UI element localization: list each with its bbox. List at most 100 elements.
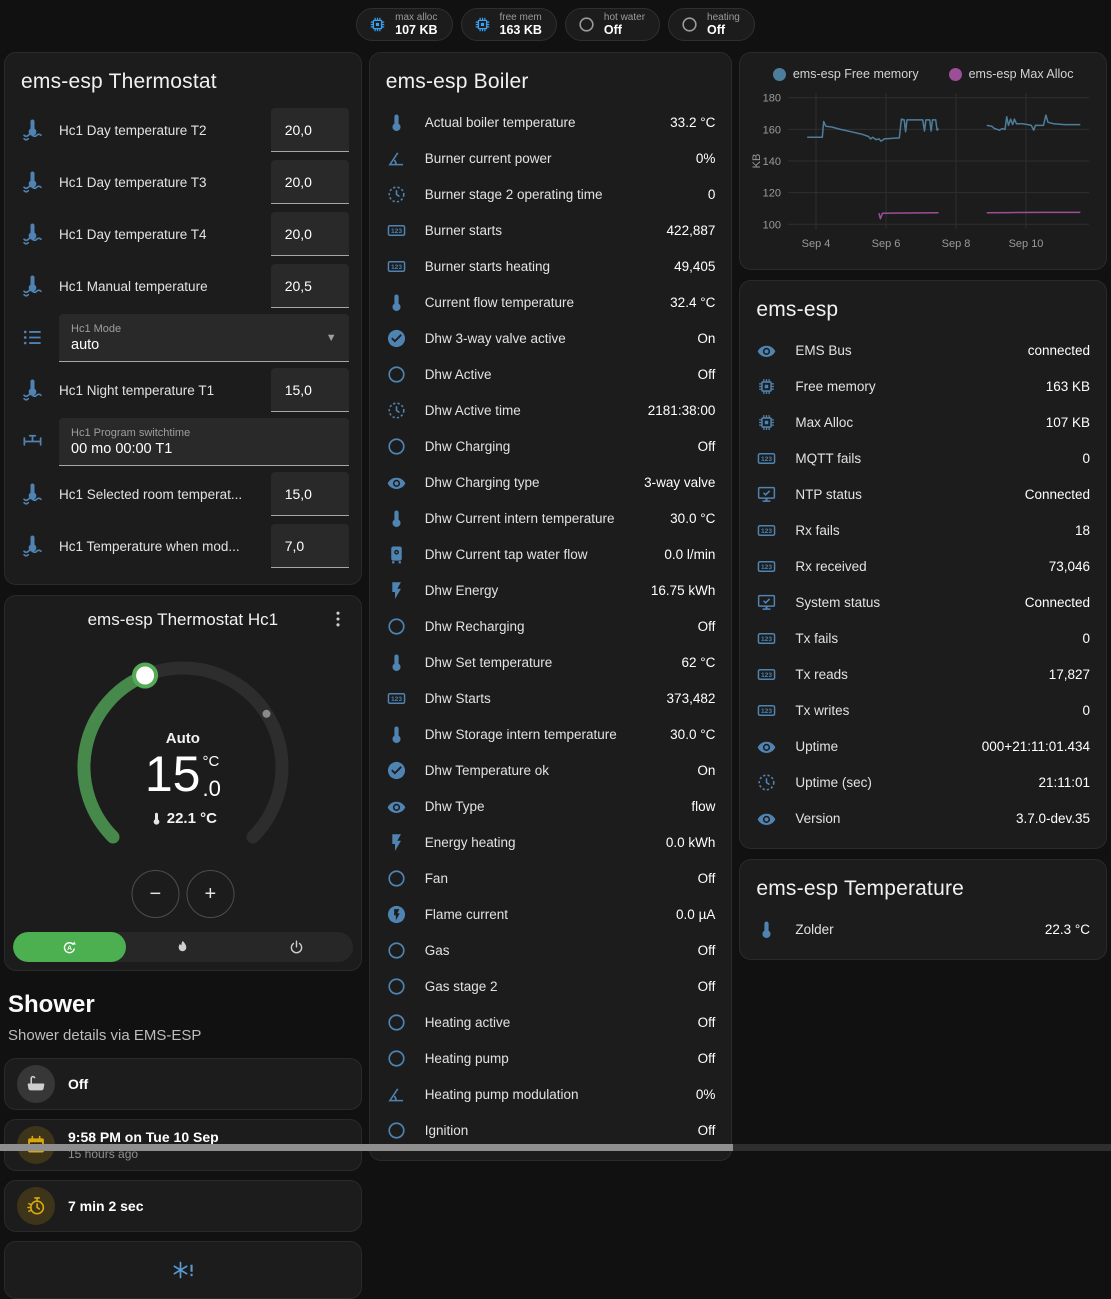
entity-row[interactable]: Flame current 0.0 µA [370, 896, 732, 932]
monitor-check-icon [756, 591, 778, 613]
entity-row[interactable]: Dhw Current tap water flow 0.0 l/min [370, 536, 732, 572]
entity-row[interactable]: NTP status Connected [740, 476, 1106, 512]
entity-row[interactable]: Dhw Set temperature 62 °C [370, 644, 732, 680]
entity-row[interactable]: Dhw Current intern temperature 30.0 °C [370, 500, 732, 536]
entity-label: Tx fails [795, 630, 839, 646]
entity-label: Rx received [795, 558, 867, 574]
mode-off-button[interactable] [239, 932, 352, 962]
check-circle-icon [387, 329, 405, 347]
memory-icon [756, 411, 778, 433]
chip-value: 163 KB [499, 23, 542, 38]
entity-row[interactable]: EMS Bus connected [740, 332, 1106, 368]
entity-row[interactable]: Heating active Off [370, 1004, 732, 1040]
chip-free-mem[interactable]: free mem 163 KB [460, 8, 557, 41]
entity-row[interactable]: Dhw Type flow [370, 788, 732, 824]
entity-row[interactable]: Max Alloc 107 KB [740, 404, 1106, 440]
entity-row[interactable]: Actual boiler temperature 33.2 °C [370, 104, 732, 140]
entity-row[interactable]: Fan Off [370, 860, 732, 896]
thermometer-water-icon [23, 535, 42, 557]
increase-temperature-button[interactable]: + [186, 870, 235, 918]
mode-select[interactable]: Hc1 Mode auto ▼ [59, 314, 349, 362]
mode-auto-button[interactable]: A [13, 932, 127, 962]
more-menu-icon[interactable] [327, 608, 351, 632]
memory-icon [756, 375, 778, 397]
entity-row[interactable]: Heating pump modulation 0% [370, 1076, 732, 1112]
entity-label: Gas [424, 942, 450, 958]
decrease-temperature-button[interactable]: − [131, 870, 180, 918]
entity-row[interactable]: Free memory 163 KB [740, 368, 1106, 404]
svg-text:123: 123 [761, 456, 772, 463]
entity-value: On [697, 330, 716, 346]
entity-row[interactable]: 123 Tx fails 0 [740, 620, 1106, 656]
entity-row[interactable]: 123 Rx fails 18 [740, 512, 1106, 548]
entity-row[interactable]: Version 3.7.0-dev.35 [740, 800, 1106, 836]
entity-row[interactable]: Dhw Storage intern temperature 30.0 °C [370, 716, 732, 752]
eye-icon [386, 795, 408, 817]
number-input[interactable]: 20,5 [270, 264, 349, 308]
thermometer-water-icon [21, 170, 45, 194]
setting-row: Hc1 Day temperature T4 20,0 [5, 208, 361, 260]
chip-hot-water[interactable]: hot water Off [564, 8, 661, 41]
entity-row[interactable]: 123 Tx writes 0 [740, 692, 1106, 728]
entity-row[interactable]: Dhw Energy 16.75 kWh [370, 572, 732, 608]
entity-row[interactable]: Ignition Off [370, 1112, 732, 1148]
entity-label: Energy heating [424, 834, 516, 850]
shower-tile[interactable] [4, 1241, 362, 1299]
legend-item[interactable]: ems-esp Max Alloc [948, 67, 1074, 81]
entity-row[interactable]: Dhw Recharging Off [370, 608, 732, 644]
flash-icon [386, 579, 408, 601]
number-input[interactable]: 7,0 [270, 524, 349, 568]
svg-text:160: 160 [763, 124, 781, 136]
entity-row[interactable]: 123 Dhw Starts 373,482 [370, 680, 732, 716]
number-input[interactable]: 15,0 [270, 368, 349, 412]
horizontal-scrollbar-thumb[interactable] [0, 1144, 734, 1151]
entity-row[interactable]: 123 Burner starts 422,887 [370, 212, 732, 248]
chip-bar: max alloc 107 KB free mem 163 KB hot water Of… [0, 0, 1111, 45]
entity-value: 3-way valve [644, 474, 716, 490]
bathtub-icon [27, 1075, 45, 1091]
shower-tile[interactable]: 7 min 2 sec [4, 1180, 362, 1232]
entity-row[interactable]: Energy heating 0.0 kWh [370, 824, 732, 860]
entity-value: 30.0 °C [670, 510, 716, 526]
entity-row[interactable]: Dhw 3-way valve active On [370, 320, 732, 356]
number-input[interactable]: 20,0 [270, 212, 349, 256]
entity-value: 0 [707, 186, 716, 202]
entity-row[interactable]: Dhw Charging Off [370, 428, 732, 464]
mode-heat-button[interactable] [126, 932, 239, 962]
entity-row[interactable]: Dhw Temperature ok On [370, 752, 732, 788]
number-input[interactable]: 20,0 [270, 108, 349, 152]
entity-row[interactable]: Dhw Charging type 3-way valve [370, 464, 732, 500]
entity-row[interactable]: Zolder 22.3 °C [740, 911, 1106, 947]
circle-icon [386, 975, 408, 997]
legend-label: ems-esp Free memory [792, 67, 919, 81]
chip-heating[interactable]: heating Off [668, 8, 755, 41]
entity-row[interactable]: Current flow temperature 32.4 °C [370, 284, 732, 320]
entity-row[interactable]: Dhw Active time 2181:38:00 [370, 392, 732, 428]
entity-row[interactable]: Burner stage 2 operating time 0 [370, 176, 732, 212]
entity-label: Dhw Current tap water flow [424, 546, 588, 562]
shower-tile[interactable]: Off [4, 1058, 362, 1110]
svg-text:140: 140 [763, 156, 781, 168]
entity-row[interactable]: 123 MQTT fails 0 [740, 440, 1106, 476]
entity-row[interactable]: 123 Burner starts heating 49,405 [370, 248, 732, 284]
chip-max-alloc[interactable]: max alloc 107 KB [356, 8, 453, 41]
entity-row[interactable]: 123 Tx reads 17,827 [740, 656, 1106, 692]
number-input[interactable]: 15,0 [270, 472, 349, 516]
entity-value: 73,046 [1048, 558, 1091, 574]
dial-knob[interactable] [131, 662, 158, 689]
entity-row[interactable]: Burner current power 0% [370, 140, 732, 176]
entity-row[interactable]: Gas stage 2 Off [370, 968, 732, 1004]
flash-circle-icon [386, 903, 408, 925]
entity-row[interactable]: Dhw Active Off [370, 356, 732, 392]
entity-row[interactable]: System status Connected [740, 584, 1106, 620]
entity-row[interactable]: Gas Off [370, 932, 732, 968]
entity-row[interactable]: Heating pump Off [370, 1040, 732, 1076]
entity-row[interactable]: 123 Rx received 73,046 [740, 548, 1106, 584]
check-circle-icon [387, 761, 405, 779]
number-input[interactable]: 20,0 [270, 160, 349, 204]
entity-row[interactable]: Uptime (sec) 21:11:01 [740, 764, 1106, 800]
entity-value: 0.0 µA [676, 906, 716, 922]
text-input[interactable]: Hc1 Program switchtime 00 mo 00:00 T1 [59, 418, 349, 466]
legend-item[interactable]: ems-esp Free memory [772, 67, 919, 81]
entity-row[interactable]: Uptime 000+21:11:01.434 [740, 728, 1106, 764]
